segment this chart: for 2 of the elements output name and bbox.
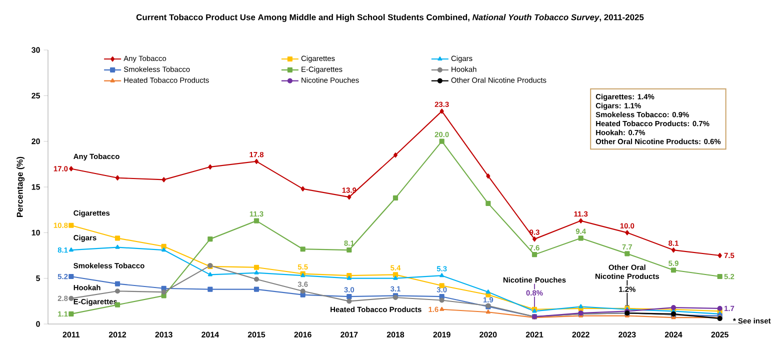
chart-title: Current Tobacco Product Use Among Middle and High School Students Combined, National Youth Tobacco Survey, 2011-2025 [136, 14, 644, 22]
y-axis-title: Percentage (%) [16, 156, 25, 218]
